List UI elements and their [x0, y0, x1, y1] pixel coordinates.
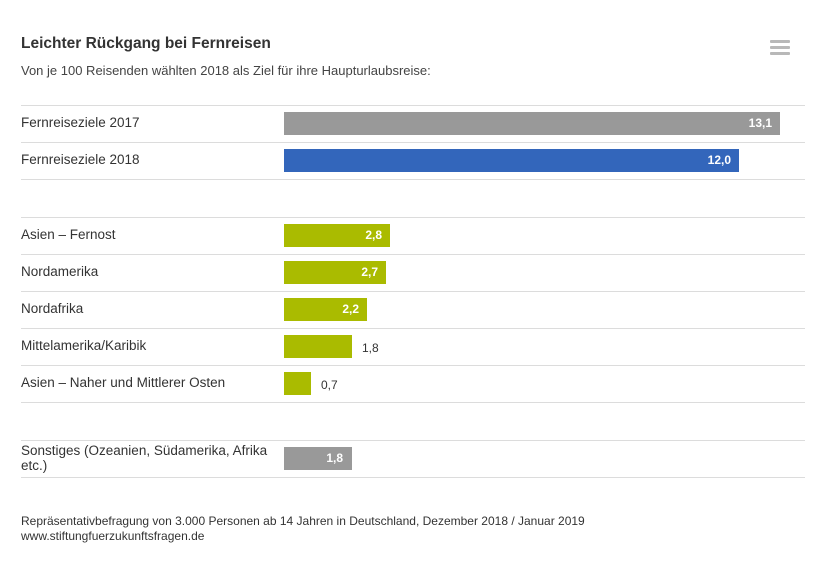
- row-divider: [21, 365, 805, 366]
- hamburger-menu-icon[interactable]: [767, 37, 793, 57]
- chart-title: Leichter Rückgang bei Fernreisen: [21, 35, 271, 52]
- category-label: Mittelamerika/Karibik: [21, 338, 147, 353]
- row-divider: [21, 328, 805, 329]
- bar[interactable]: [284, 335, 352, 358]
- data-label: 12,0: [707, 152, 731, 167]
- row-divider: [21, 291, 805, 292]
- category-label: Asien – Naher und Mittlerer Osten: [21, 375, 226, 390]
- row-divider: [21, 179, 805, 180]
- category-label: Nordamerika: [21, 264, 99, 279]
- source-note: Repräsentativbefragung von 3.000 Persone…: [21, 514, 585, 544]
- data-label: 0,7: [321, 377, 338, 392]
- row-divider: [21, 105, 805, 106]
- bar[interactable]: [284, 261, 386, 284]
- data-label: 13,1: [748, 115, 772, 130]
- chart-subtitle: Von je 100 Reisenden wählten 2018 als Zi…: [21, 63, 431, 78]
- category-label: Nordafrika: [21, 301, 84, 316]
- data-label: 1,8: [362, 340, 379, 355]
- data-label: 1,8: [326, 450, 343, 465]
- row-divider: [21, 402, 805, 403]
- category-label: Fernreiseziele 2018: [21, 152, 140, 167]
- bar[interactable]: [284, 447, 352, 470]
- row-divider: [21, 440, 805, 441]
- bar[interactable]: [284, 224, 390, 247]
- source-url: www.stiftungfuerzukunftsfragen.de: [21, 529, 205, 543]
- row-divider: [21, 142, 805, 143]
- bar[interactable]: [284, 149, 739, 172]
- category-label: Sonstiges (Ozeanien, Südamerika, Afrika …: [21, 442, 268, 473]
- row-divider: [21, 477, 805, 478]
- data-label: 2,8: [365, 227, 382, 242]
- data-label: 2,2: [342, 301, 359, 316]
- category-label: Asien – Fernost: [21, 227, 116, 242]
- source-line-1: Repräsentativbefragung von 3.000 Persone…: [21, 514, 585, 528]
- row-divider: [21, 217, 805, 218]
- data-label: 2,7: [361, 264, 378, 279]
- bar[interactable]: [284, 372, 311, 395]
- bar[interactable]: [284, 298, 367, 321]
- bar[interactable]: [284, 112, 780, 135]
- category-label: Fernreiseziele 2017: [21, 115, 140, 130]
- row-divider: [21, 254, 805, 255]
